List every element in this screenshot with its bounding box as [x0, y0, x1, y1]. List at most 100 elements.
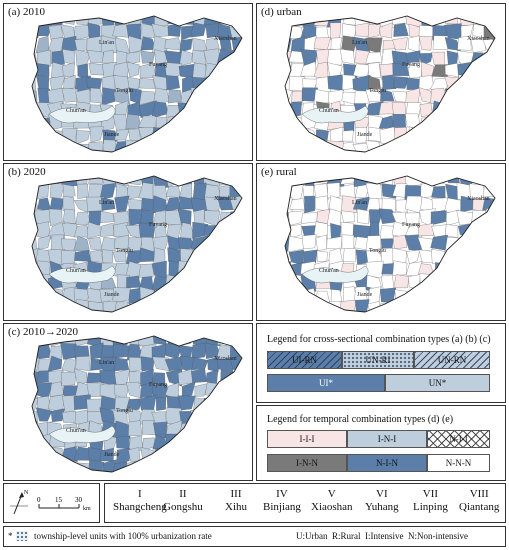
township-unit: [151, 127, 169, 144]
township-unit: [153, 421, 168, 439]
township-unit: [243, 63, 254, 79]
township-unit: [458, 260, 474, 276]
township-unit: [303, 249, 318, 264]
township-unit: [177, 139, 192, 152]
township-unit: [101, 156, 117, 162]
township-unit: [406, 249, 420, 265]
township-unit: [430, 276, 447, 289]
township-unit: [278, 313, 290, 322]
township-unit: [219, 16, 235, 25]
township-unit: [116, 448, 131, 465]
township-unit: [497, 75, 507, 90]
map-place-label: Fuyang: [402, 222, 420, 228]
township-unit: [192, 301, 208, 312]
township-unit: [457, 276, 475, 291]
township-unit: [154, 299, 170, 312]
township-unit: [217, 90, 232, 104]
township-unit: [165, 105, 180, 118]
lake: [48, 105, 116, 124]
township-unit: [418, 140, 435, 152]
legend-cross-sectional: Legend for cross-sectional combination t…: [256, 323, 506, 403]
township-unit: [290, 224, 302, 239]
township-unit: [178, 474, 196, 482]
township-unit: [432, 155, 448, 162]
township-unit: [164, 62, 183, 79]
township-unit: [192, 49, 207, 67]
township-unit: [365, 182, 383, 200]
township-unit: [127, 76, 140, 91]
township-unit: [47, 37, 65, 52]
legend-swatch-i-n-n: I-N-N: [267, 454, 347, 472]
legend-label: UI*: [319, 378, 333, 388]
township-unit: [245, 117, 254, 129]
township-unit: [392, 114, 406, 130]
township-unit: [243, 289, 254, 304]
township-unit: [431, 299, 449, 312]
township-unit: [232, 16, 242, 27]
lake: [301, 105, 369, 124]
legend-swatch-n-n-n: N-N-N: [427, 454, 490, 472]
township-unit: [232, 408, 242, 426]
township-unit: [456, 234, 472, 251]
township-unit: [496, 117, 507, 129]
township-unit: [218, 383, 235, 399]
township-unit: [180, 222, 195, 239]
township-unit: [125, 250, 142, 265]
township-unit: [459, 87, 472, 104]
township-unit: [64, 16, 78, 25]
township-unit: [300, 49, 318, 67]
township-unit: [232, 316, 247, 322]
township-unit: [65, 473, 77, 482]
map-place-label: Lin'an: [352, 40, 367, 46]
township-unit: [181, 381, 196, 398]
township-unit: [381, 263, 395, 275]
township-unit: [191, 288, 207, 304]
legend-swatch-n-i-n: N-I-N: [347, 454, 427, 472]
township-unit: [128, 447, 141, 462]
township-unit: [233, 274, 242, 291]
township-unit: [404, 234, 422, 251]
township-unit: [206, 315, 218, 322]
township-unit: [32, 460, 40, 472]
township-unit: [216, 117, 235, 129]
township-unit: [73, 25, 92, 41]
township-unit: [405, 113, 421, 129]
township-unit: [205, 275, 220, 290]
township-unit: [76, 183, 88, 199]
township-unit: [32, 222, 38, 240]
township-unit: [203, 16, 222, 26]
township-unit: [430, 176, 445, 184]
township-unit: [35, 407, 53, 422]
township-unit: [288, 313, 304, 322]
township-unit: [113, 474, 130, 482]
township-unit: [89, 459, 105, 472]
township-unit: [229, 48, 242, 67]
township-unit: [430, 210, 447, 226]
township-unit: [205, 236, 219, 251]
township-unit: [125, 139, 143, 152]
township-unit: [456, 210, 474, 226]
township-unit: [217, 74, 233, 91]
legend-swatch-i-n-i: I-N-I: [347, 430, 427, 448]
map-2020: Lin'an Fuyang Tonglu Chun'an Jiande Xiaoshan: [31, 175, 254, 322]
township-unit: [87, 474, 103, 482]
township-unit: [233, 450, 242, 464]
township-unit: [418, 316, 433, 322]
township-unit: [87, 49, 104, 64]
township-unit: [99, 183, 116, 200]
township-unit: [154, 460, 169, 472]
township-unit: [207, 88, 222, 105]
panel-title: (a) 2010: [8, 6, 45, 18]
township-unit: [483, 183, 495, 198]
township-unit: [392, 234, 408, 249]
township-unit: [165, 369, 183, 387]
map-place-label: Xiaoshan: [214, 196, 237, 202]
township-unit: [32, 261, 37, 278]
township-unit: [443, 101, 459, 118]
district-numeral: II: [179, 488, 187, 500]
township-unit: [470, 102, 487, 118]
township-unit: [444, 250, 461, 265]
township-unit: [204, 447, 219, 461]
township-unit: [472, 126, 487, 144]
district-item: II Gongshu: [163, 488, 203, 514]
